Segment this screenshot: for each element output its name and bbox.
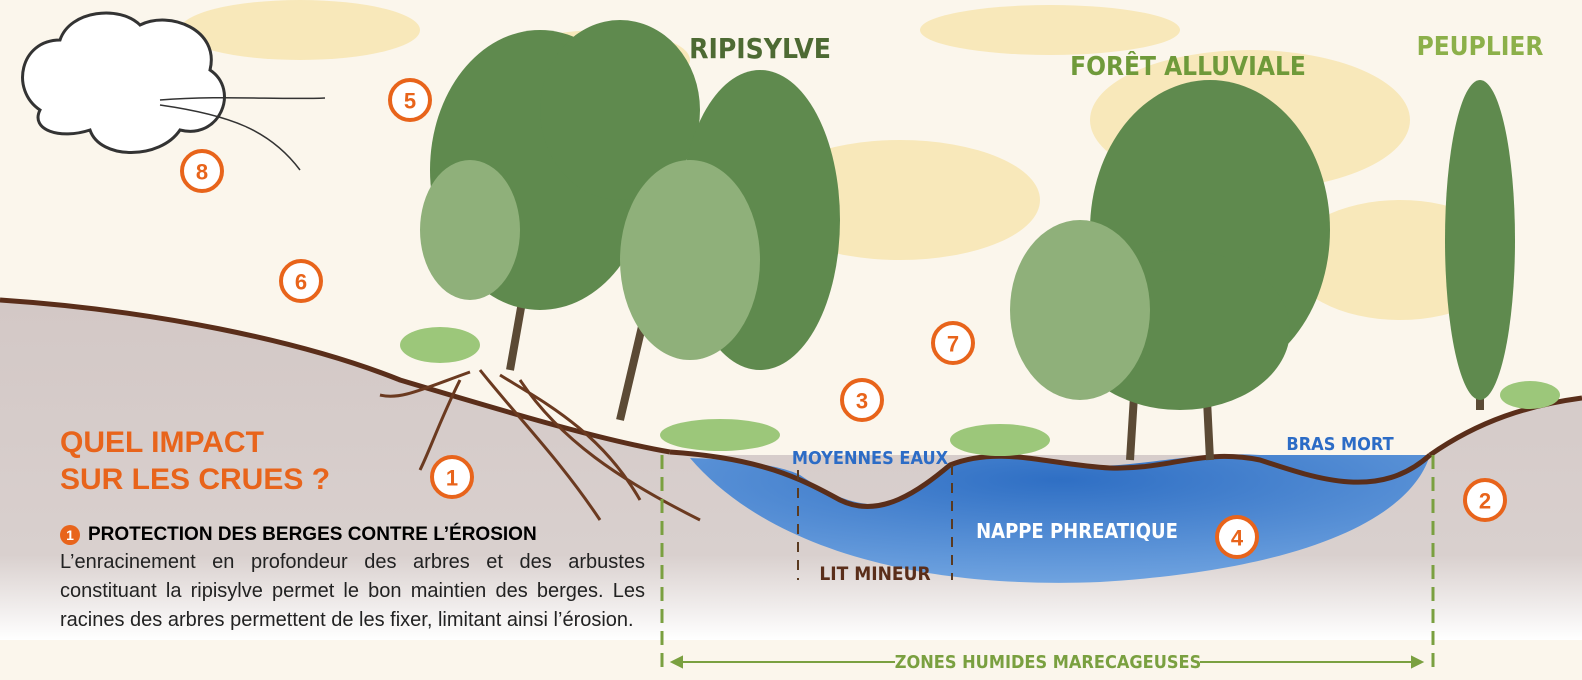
heading-line: SUR LES CRUES ? [60, 461, 645, 498]
marker-number: 4 [1231, 526, 1244, 551]
marker: 7 [933, 323, 973, 363]
heading-line: QUEL IMPACT [60, 424, 645, 461]
label-bras-mort: BRAS MORT [1286, 434, 1393, 455]
marker-number: 7 [947, 332, 959, 357]
section-title-row: 1 PROTECTION DES BERGES CONTRE L’ÉROSION [60, 524, 645, 546]
marker-number: 6 [295, 270, 307, 295]
marker: 5 [390, 80, 430, 120]
label-ripisylve: RIPISYLVE [689, 32, 831, 65]
label-lit-mineur: LIT MINEUR [819, 563, 930, 585]
marker-number: 8 [196, 160, 208, 185]
section-badge: 1 [60, 525, 80, 545]
marker: 3 [842, 380, 882, 420]
marker: 6 [281, 261, 321, 301]
marker-number: 5 [404, 89, 416, 114]
label-nappe: NAPPE PHREATIQUE [976, 519, 1178, 543]
section-title: PROTECTION DES BERGES CONTRE L’ÉROSION [88, 524, 537, 546]
label-zones-humides: ZONES HUMIDES MARECAGEUSES [895, 652, 1202, 673]
marker-number: 2 [1479, 489, 1491, 514]
marker: 2 [1465, 480, 1505, 520]
label-peuplier: PEUPLIER [1417, 32, 1544, 62]
label-foret: FORÊT ALLUVIALE [1070, 50, 1306, 82]
marker-number: 3 [856, 389, 868, 414]
label-moyennes-eaux: MOYENNES EAUX [792, 448, 949, 469]
marker: 4 [1217, 517, 1257, 557]
page: RIPISYLVE FORÊT ALLUVIALE PEUPLIER MOYEN… [0, 0, 1582, 680]
section-body: L’enracinement en profondeur des arbres … [60, 548, 645, 635]
marker: 8 [182, 151, 222, 191]
